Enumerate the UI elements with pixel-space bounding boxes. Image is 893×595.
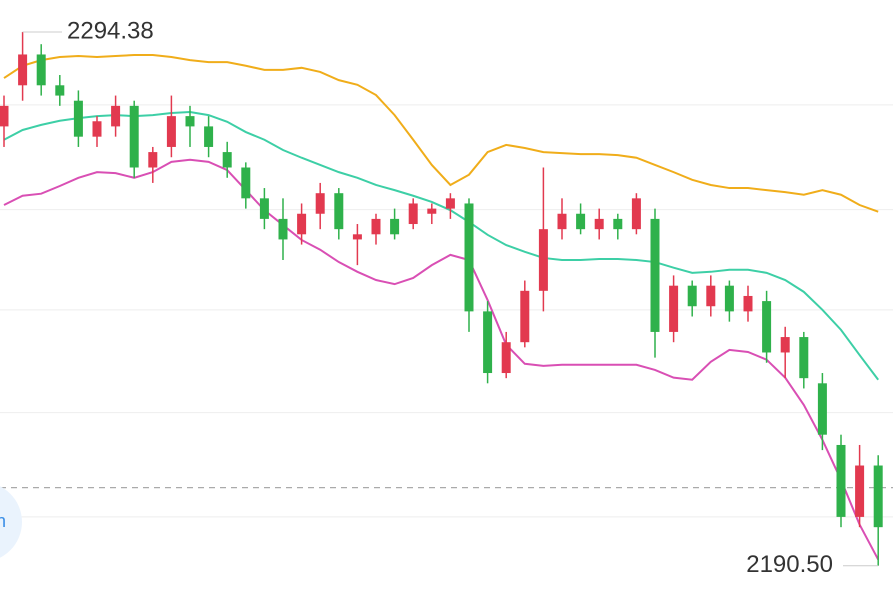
candle-body (817, 383, 827, 435)
candle-body (55, 85, 65, 96)
candle-body (371, 218, 381, 235)
candle-body (352, 234, 362, 240)
candle-body (538, 229, 548, 291)
candle-body (297, 213, 307, 235)
candle-body (408, 203, 418, 225)
candle-body (18, 54, 28, 86)
candle-body (427, 208, 437, 214)
candle-body (743, 295, 753, 312)
candle-body (855, 465, 865, 517)
candle-body (36, 54, 46, 86)
candle-body (222, 152, 232, 168)
candle-body (73, 100, 83, 137)
candle-body (836, 444, 846, 517)
band-line (3, 111, 879, 381)
candle-body (185, 116, 195, 127)
candle-body (390, 218, 400, 235)
candle-body (148, 152, 158, 168)
candle-body (650, 218, 660, 332)
candle-body (520, 290, 530, 343)
candle-body (166, 116, 176, 147)
candle-body (873, 465, 883, 528)
candle-body (631, 198, 641, 230)
candle-body (613, 218, 623, 230)
candle-body (464, 203, 474, 312)
low-label: 2190.50 (746, 551, 833, 578)
candle-body (259, 198, 269, 219)
candle-body (278, 218, 288, 240)
candle-body (687, 285, 697, 307)
band-line (3, 53, 879, 213)
candle-body (594, 218, 604, 230)
candle-body (111, 105, 121, 127)
candle-body (241, 167, 251, 199)
candle-body (315, 193, 325, 214)
candle-body (0, 105, 9, 127)
floating-button-text[interactable]: n (0, 511, 6, 531)
candle-body (445, 198, 455, 209)
band-line (3, 158, 880, 561)
high-label: 2294.38 (67, 17, 154, 44)
floating-button[interactable] (0, 482, 22, 562)
candle-body (557, 213, 567, 230)
candle-body (706, 285, 716, 307)
candle-body (669, 285, 679, 332)
candle-body (92, 121, 102, 137)
candle-body (724, 285, 734, 312)
candle-body (780, 337, 790, 353)
candle-body (129, 105, 139, 168)
candle-body (204, 126, 214, 147)
candle-body (501, 342, 511, 374)
candle-body (799, 337, 809, 379)
candle-body (762, 301, 772, 353)
candle-body (576, 213, 586, 230)
candle-body (483, 311, 493, 374)
candle-body (334, 193, 344, 230)
